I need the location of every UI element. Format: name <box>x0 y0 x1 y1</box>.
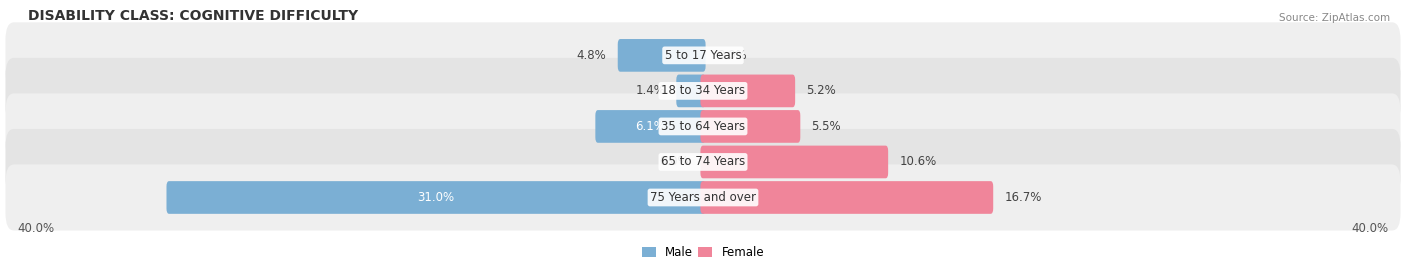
Text: Source: ZipAtlas.com: Source: ZipAtlas.com <box>1279 13 1391 23</box>
Text: 5.2%: 5.2% <box>807 84 837 97</box>
Text: 5 to 17 Years: 5 to 17 Years <box>665 49 741 62</box>
FancyBboxPatch shape <box>6 164 1400 231</box>
FancyBboxPatch shape <box>700 110 800 143</box>
FancyBboxPatch shape <box>676 75 706 107</box>
FancyBboxPatch shape <box>6 129 1400 195</box>
Text: 40.0%: 40.0% <box>17 222 55 235</box>
Text: 31.0%: 31.0% <box>418 191 454 204</box>
Text: 10.6%: 10.6% <box>900 155 936 168</box>
Text: 35 to 64 Years: 35 to 64 Years <box>661 120 745 133</box>
Text: 1.4%: 1.4% <box>636 84 665 97</box>
Text: 16.7%: 16.7% <box>1004 191 1042 204</box>
FancyBboxPatch shape <box>6 58 1400 124</box>
FancyBboxPatch shape <box>6 22 1400 89</box>
Text: 18 to 34 Years: 18 to 34 Years <box>661 84 745 97</box>
Text: 75 Years and over: 75 Years and over <box>650 191 756 204</box>
FancyBboxPatch shape <box>700 181 993 214</box>
Text: 6.1%: 6.1% <box>636 120 665 133</box>
FancyBboxPatch shape <box>700 75 796 107</box>
FancyBboxPatch shape <box>617 39 706 72</box>
Legend: Male, Female: Male, Female <box>637 241 769 264</box>
Text: 65 to 74 Years: 65 to 74 Years <box>661 155 745 168</box>
Text: 0.0%: 0.0% <box>659 155 689 168</box>
FancyBboxPatch shape <box>595 110 706 143</box>
FancyBboxPatch shape <box>700 146 889 178</box>
Text: 5.5%: 5.5% <box>811 120 841 133</box>
FancyBboxPatch shape <box>6 93 1400 160</box>
Text: 0.0%: 0.0% <box>717 49 747 62</box>
Text: 40.0%: 40.0% <box>1351 222 1389 235</box>
Text: DISABILITY CLASS: COGNITIVE DIFFICULTY: DISABILITY CLASS: COGNITIVE DIFFICULTY <box>28 9 359 23</box>
Text: 4.8%: 4.8% <box>576 49 606 62</box>
FancyBboxPatch shape <box>166 181 706 214</box>
